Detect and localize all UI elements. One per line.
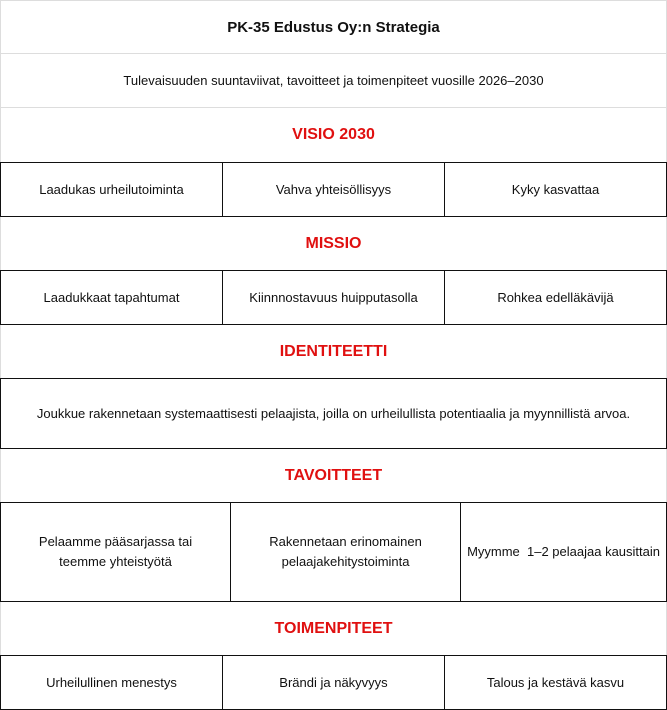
- identiteetti-heading: IDENTITEETTI: [0, 325, 667, 378]
- toimenpiteet-row: Urheilullinen menestys Brändi ja näkyvyy…: [0, 655, 667, 710]
- visio-item: Laadukas urheilutoiminta: [39, 181, 184, 197]
- missio-heading: MISSIO: [0, 217, 667, 270]
- visio-item: Vahva yhteisöllisyys: [222, 163, 444, 216]
- visio-heading: VISIO 2030: [0, 108, 667, 162]
- missio-row: Laadukkaat tapahtumat Kiinnnostavuus hui…: [0, 270, 667, 325]
- visio-row: Laadukas urheilutoiminta Vahva yhteisöll…: [0, 162, 667, 217]
- page-subtitle: Tulevaisuuden suuntaviivat, tavoitteet j…: [0, 54, 667, 108]
- page-title: PK-35 Edustus Oy:n Strategia: [0, 0, 667, 54]
- missio-item: Kiinnnostavuus huipputasolla: [222, 271, 444, 324]
- tavoitteet-row: Pelaamme pääsarjassa tai teemme yhteisty…: [0, 502, 667, 602]
- tavoite-item: Pelaamme pääsarjassa tai teemme yhteisty…: [38, 534, 193, 569]
- identiteetti-text: Joukkue rakennetaan systemaattisesti pel…: [36, 405, 631, 421]
- missio-item: Rohkea edelläkävijä: [444, 271, 666, 324]
- tavoite-item: Rakennetaan erinomainen pelaajakehitysto…: [230, 503, 460, 601]
- visio-item: Kyky kasvattaa: [444, 163, 666, 216]
- tavoite-item: Myymme 1–2 pelaajaa kausittain: [460, 503, 666, 601]
- toimenpide-item: Brändi ja näkyvyys: [222, 656, 444, 709]
- tavoitteet-heading: TAVOITTEET: [0, 449, 667, 502]
- toimenpiteet-heading: TOIMENPITEET: [0, 602, 667, 655]
- identiteetti-row: Joukkue rakennetaan systemaattisesti pel…: [0, 378, 667, 449]
- missio-item: Laadukkaat tapahtumat: [43, 289, 180, 305]
- toimenpide-item: Urheilullinen menestys: [46, 674, 177, 690]
- toimenpide-item: Talous ja kestävä kasvu: [444, 656, 666, 709]
